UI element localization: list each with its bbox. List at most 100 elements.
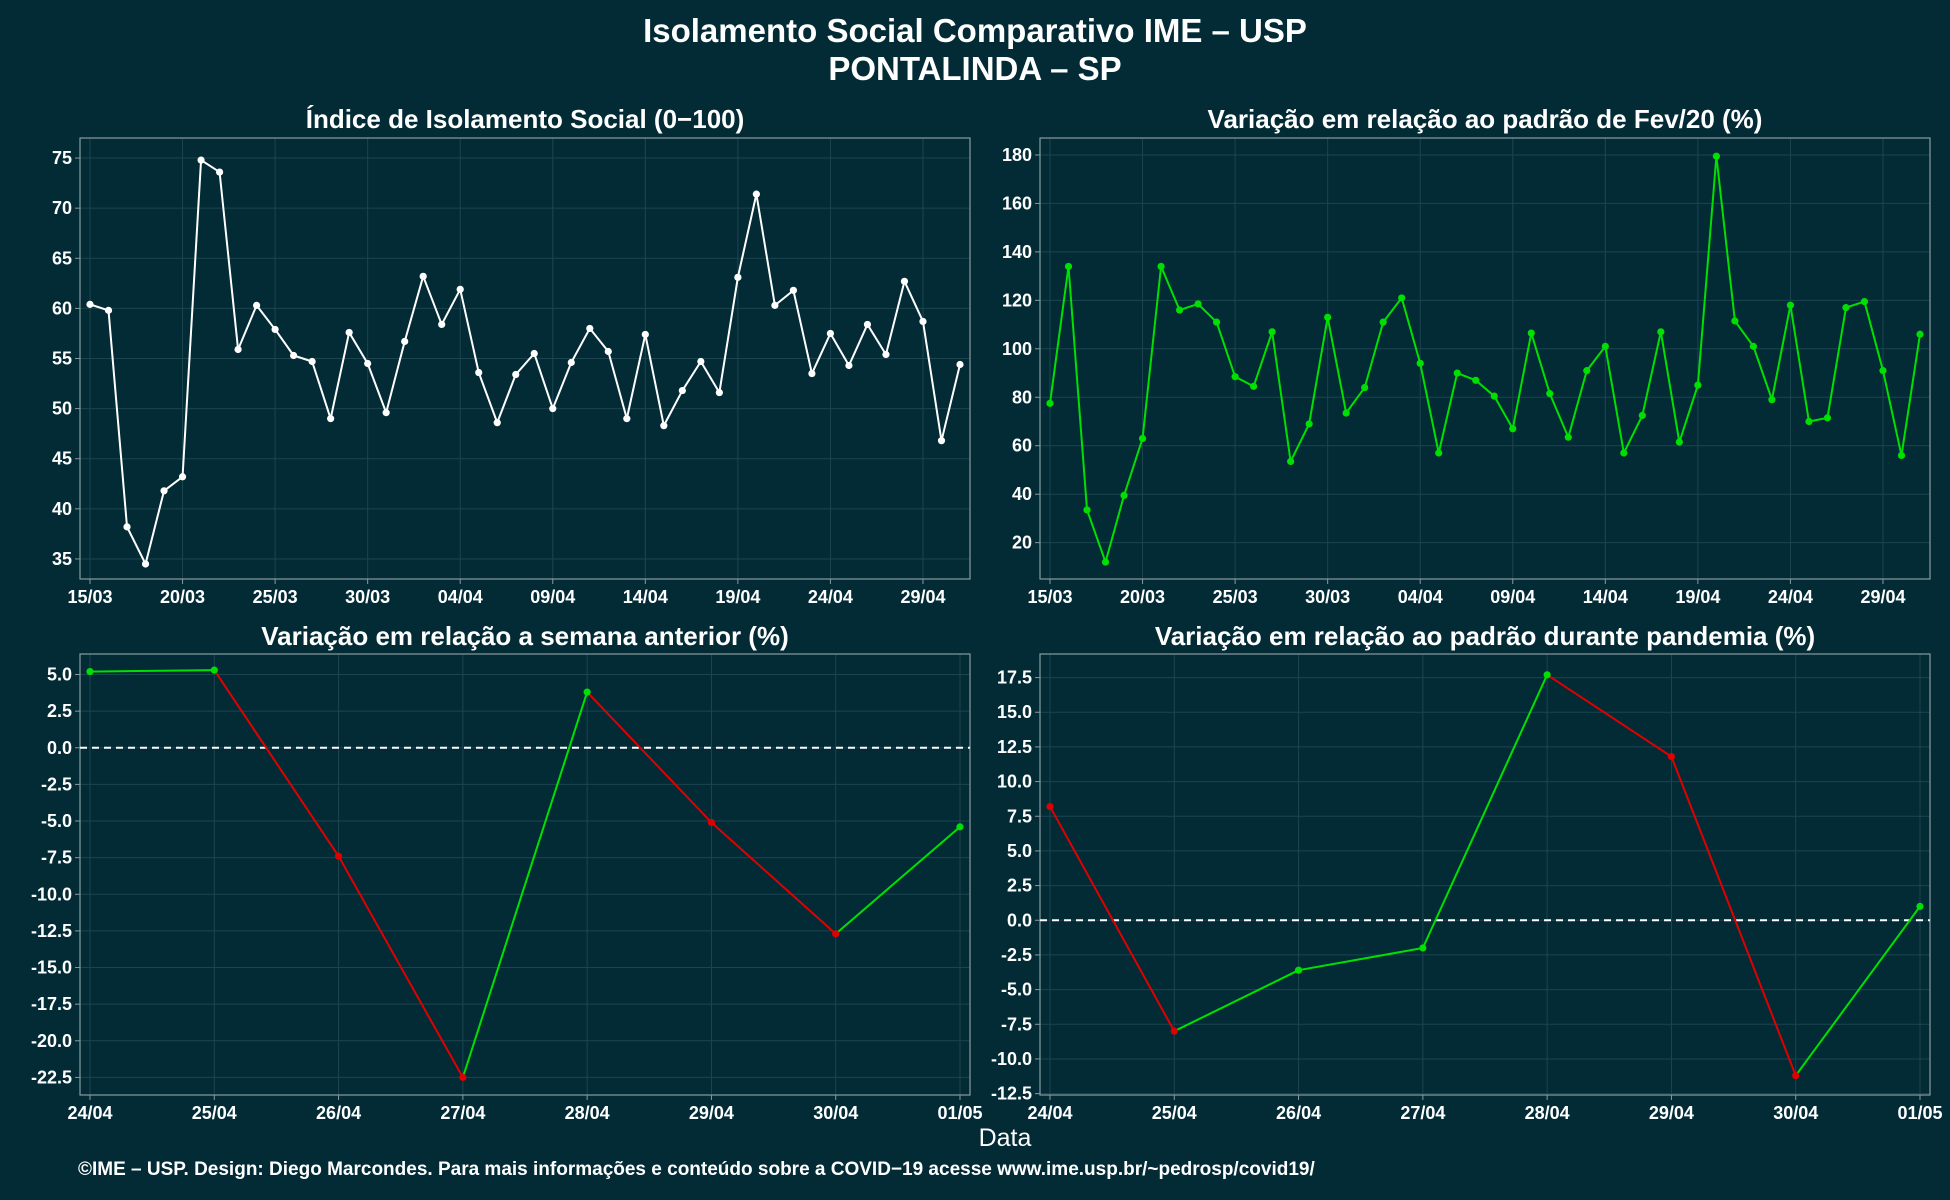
data-point — [1398, 294, 1406, 302]
data-point — [512, 370, 520, 379]
data-point — [623, 415, 631, 423]
data-point — [734, 273, 742, 281]
y-tick-label: 5.0 — [47, 665, 72, 685]
y-tick-label: -12.5 — [991, 1084, 1032, 1104]
data-point — [530, 349, 538, 358]
data-point — [678, 386, 686, 395]
data-point — [567, 358, 575, 367]
series-segment — [903, 280, 924, 322]
credit-text: ©IME – USP. Design: Diego Marcondes. Par… — [78, 1159, 1315, 1180]
x-tick-label: 20/03 — [160, 587, 205, 607]
data-point — [715, 388, 723, 397]
data-point — [1564, 433, 1572, 441]
series-segment — [1863, 301, 1884, 371]
data-point — [1509, 425, 1517, 433]
series-segment — [1086, 509, 1107, 563]
series-segment — [792, 290, 813, 374]
data-point — [382, 409, 390, 417]
data-point — [197, 156, 205, 164]
series-segment — [1382, 297, 1403, 323]
series-segment — [107, 310, 129, 527]
x-axis-label: Data — [979, 1124, 1032, 1152]
y-tick-label: -10.0 — [31, 884, 72, 904]
y-tick-label: 60 — [52, 298, 72, 318]
series-segment — [662, 390, 684, 427]
data-point — [1231, 373, 1239, 381]
y-tick-label: -2.5 — [1001, 945, 1032, 965]
data-point — [86, 667, 94, 676]
y-tick-label: -17.5 — [31, 994, 72, 1014]
x-tick-label: 29/04 — [1649, 1103, 1694, 1123]
series-segment — [1326, 317, 1348, 414]
panel-title: Variação em relação a semana anterior (%… — [261, 621, 789, 651]
data-point — [1694, 381, 1702, 389]
series-segment — [1770, 305, 1792, 400]
y-tick-label: -7.5 — [1001, 1014, 1032, 1034]
series-segment — [1475, 379, 1495, 397]
series-segment — [755, 193, 776, 306]
series-segment — [440, 288, 462, 325]
series-segment — [866, 323, 887, 356]
series-segment — [1049, 806, 1176, 1032]
data-point — [641, 330, 649, 339]
y-tick-label: 80 — [1012, 387, 1032, 407]
x-tick-label: 15/03 — [1027, 587, 1072, 607]
series-segment — [514, 352, 536, 376]
series-segment — [1734, 320, 1755, 347]
data-point — [900, 277, 909, 285]
data-point — [1083, 506, 1091, 514]
series-segment — [884, 281, 906, 355]
x-tick-label: 09/04 — [1490, 587, 1535, 607]
data-point — [86, 300, 94, 308]
series-segment — [1252, 331, 1274, 387]
data-point — [1416, 359, 1424, 367]
data-point — [1101, 558, 1110, 566]
data-point — [1543, 671, 1551, 679]
series-segment — [811, 333, 832, 374]
data-point — [1638, 411, 1646, 420]
data-point — [1379, 318, 1387, 326]
data-point — [1657, 328, 1665, 336]
series-segment — [218, 171, 240, 350]
y-tick-label: -5.0 — [1001, 980, 1032, 1000]
series-segment — [1586, 345, 1607, 372]
series-segment — [1622, 415, 1644, 454]
series-segment — [1308, 317, 1329, 425]
y-tick-label: 0.0 — [1007, 910, 1032, 930]
y-tick-label: -5.0 — [41, 811, 72, 831]
data-point — [583, 688, 591, 696]
y-tick-label: -2.5 — [41, 774, 72, 794]
data-point — [826, 329, 835, 338]
data-point — [707, 818, 716, 827]
series-segment — [1493, 395, 1514, 430]
series-segment — [181, 159, 203, 477]
data-point — [401, 337, 409, 346]
data-point — [1064, 262, 1073, 271]
data-point — [419, 272, 427, 280]
series-segment — [589, 327, 610, 353]
series-segment — [829, 332, 850, 367]
plot-frame — [1039, 653, 1931, 1096]
y-tick-label: 70 — [52, 198, 72, 218]
data-point — [1879, 367, 1887, 375]
series-segment — [1123, 438, 1144, 496]
data-point — [1435, 449, 1443, 457]
x-tick-label: 25/03 — [253, 587, 298, 607]
x-tick-label: 24/04 — [67, 1103, 112, 1123]
data-point — [1342, 409, 1350, 417]
figure-title: Isolamento Social Comparativo IME – USP — [643, 12, 1307, 49]
y-tick-label: 40 — [52, 499, 72, 519]
x-tick-label: 26/04 — [1276, 1103, 1321, 1123]
y-tick-label: 160 — [1002, 193, 1032, 213]
data-point — [1527, 329, 1535, 337]
data-point — [1046, 399, 1054, 407]
y-tick-label: 5.0 — [1007, 841, 1032, 861]
plot-frame — [79, 653, 971, 1096]
x-tick-label: 25/04 — [192, 1103, 237, 1123]
data-point — [1046, 802, 1054, 811]
y-tick-label: 10.0 — [997, 772, 1032, 792]
data-point — [882, 350, 890, 359]
series-segment — [1900, 334, 1921, 456]
series-segment — [1400, 297, 1422, 364]
data-point — [1897, 451, 1906, 460]
